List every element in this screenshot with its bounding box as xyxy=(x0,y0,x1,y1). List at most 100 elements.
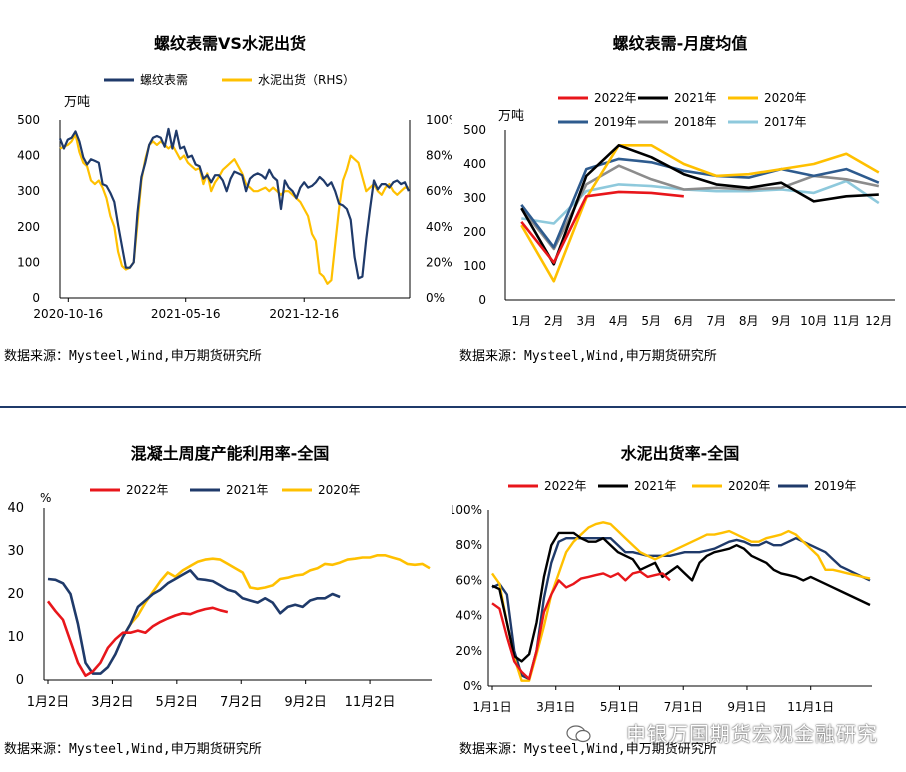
chart2-ytick: 100 xyxy=(463,259,486,273)
chart2-series-2020年 xyxy=(520,144,880,283)
chart3-xtick: 7月2日 xyxy=(220,695,263,710)
chart1-y2tick: 80% xyxy=(426,149,452,163)
chart4-xtick: 5月1日 xyxy=(600,700,639,714)
chart3-xtick: 5月2日 xyxy=(156,695,199,710)
chart4-legend-0-label: 2022年 xyxy=(544,479,587,493)
chart4-xtick: 11月1日 xyxy=(787,700,834,714)
chart1-y2tick: 0% xyxy=(426,291,445,305)
chart2-xtick: 12月 xyxy=(865,314,892,328)
chart1-legend-1-label: 水泥出货（RHS） xyxy=(258,72,355,87)
chart3-source: 数据来源：Mysteel,Wind,申万期货研究所 xyxy=(4,742,262,757)
chart1-title: 螺纹表需VS水泥出货 xyxy=(154,34,306,53)
chart2-ytick: 400 xyxy=(463,157,486,171)
chart3-ytick: 10 xyxy=(7,630,24,645)
chart1-xtick: 2020-10-16 xyxy=(33,307,103,321)
chart4-series-2022年 xyxy=(491,570,671,681)
chart3-xtick: 1月2日 xyxy=(27,695,70,710)
chart2-legend-0-label: 2022年 xyxy=(594,91,637,105)
chart3-ylabel: % xyxy=(40,491,51,505)
chart3-xtick: 3月2日 xyxy=(91,695,134,710)
chart2-source: 数据来源：Mysteel,Wind,申万期货研究所 xyxy=(459,349,717,364)
chart1-legend-0-label: 螺纹表需 xyxy=(140,73,188,87)
chart2-xtick: 6月 xyxy=(674,314,694,328)
chart1-ytick: 400 xyxy=(17,149,40,163)
chart3-series-2022年 xyxy=(46,600,229,677)
section-divider xyxy=(0,406,906,408)
chart3-legend-0-label: 2022年 xyxy=(126,483,169,497)
chart4-series-2019年 xyxy=(491,537,871,681)
chart2-plot: 2022年 2021年 2020年 2019年 2018年 2017年 万吨 500 400 30… xyxy=(463,91,895,328)
chart2-xtick: 1月 xyxy=(511,314,531,328)
chart4-xtick: 1月1日 xyxy=(472,700,511,714)
chart2-xtick: 10月 xyxy=(800,314,827,328)
chart4-ytick: 40% xyxy=(455,609,482,623)
chart1-y2tick: 60% xyxy=(426,184,452,198)
chart1-ytick: 200 xyxy=(17,220,40,234)
chart2-series-2019年 xyxy=(520,157,880,249)
chart4-xtick: 7月1日 xyxy=(664,700,703,714)
chart2-ytick: 0 xyxy=(478,293,486,307)
watermark: 申银万国期货宏观金融研究 xyxy=(626,722,878,746)
chart2-legend-5-label: 2017年 xyxy=(764,115,807,129)
chart2-series-2022年 xyxy=(520,190,684,264)
chart4-series-2021年 xyxy=(491,531,871,663)
chart1-ytick: 0 xyxy=(32,291,40,305)
chart3-ytick: 20 xyxy=(7,587,24,602)
chart3-series-2021年 xyxy=(47,569,341,675)
chart1-xtick: 2021-05-16 xyxy=(151,307,221,321)
chart3-xtick: 9月2日 xyxy=(284,695,327,710)
chart1-xtick: 2021-12-16 xyxy=(269,307,339,321)
chart2-xtick: 11月 xyxy=(833,314,860,328)
chart2-ylabel: 万吨 xyxy=(498,109,524,124)
chart2-series-2018年 xyxy=(520,164,880,251)
chart2-xtick: 7月 xyxy=(706,314,726,328)
chart2-legend-2-label: 2020年 xyxy=(764,91,807,105)
chart4-xtick: 3月1日 xyxy=(536,700,575,714)
chart4-legend-2-label: 2020年 xyxy=(728,479,771,493)
chart2-legend-4-label: 2018年 xyxy=(674,115,717,129)
chart1-plot: 螺纹表需 水泥出货（RHS） 万吨 500 400 300 200 100 0 100% 80% 60… xyxy=(17,72,452,321)
chart4-legend-1-label: 2021年 xyxy=(634,479,677,493)
chart1-y2tick: 100% xyxy=(426,113,452,127)
chart2-series-2021年 xyxy=(520,144,879,266)
chart4-legend-3-label: 2019年 xyxy=(814,479,857,493)
chart2-xtick: 5月 xyxy=(641,314,661,328)
chart4-ytick: 0% xyxy=(463,679,482,693)
chart3-legend-2-label: 2020年 xyxy=(318,483,361,497)
chart1-series-rebar xyxy=(58,127,410,280)
chart2-xtick: 3月 xyxy=(576,314,596,328)
chart2-title: 螺纹表需-月度均值 xyxy=(612,34,748,53)
chart4-plot: 2022年 2021年 2020年 2019年 100% 80% 60% 40% 20% 0% 1月… xyxy=(452,479,872,714)
chart3-ytick: 30 xyxy=(7,544,24,559)
chart4-ytick: 100% xyxy=(452,503,482,517)
chart4-title: 水泥出货率-全国 xyxy=(620,444,740,463)
chart4-ytick: 20% xyxy=(455,644,482,658)
chart2-legend-3-label: 2019年 xyxy=(594,115,637,129)
chart1-source: 数据来源：Mysteel,Wind,申万期货研究所 xyxy=(4,349,262,364)
chart4-ytick: 60% xyxy=(455,573,482,587)
chart2-xtick: 2月 xyxy=(544,314,564,328)
chart4-ytick: 80% xyxy=(455,538,482,552)
chart3-ytick: 0 xyxy=(16,673,24,688)
chart1-series-cement xyxy=(59,133,409,285)
chart4-source: 数据来源：Mysteel,Wind,申万期货研究所 xyxy=(459,742,717,757)
chart2-xtick: 4月 xyxy=(609,314,629,328)
chart1-y2tick: 20% xyxy=(426,255,452,269)
chart2-xtick: 8月 xyxy=(739,314,759,328)
chart2-ytick: 500 xyxy=(463,123,486,137)
chart3-legend-1-label: 2021年 xyxy=(226,483,269,497)
chart3-series-2020年 xyxy=(121,554,431,638)
chart4-series-2020年 xyxy=(491,521,871,682)
chart3-xtick: 11月2日 xyxy=(345,695,396,710)
chart2-ytick: 300 xyxy=(463,191,486,205)
chart2-legend-1-label: 2021年 xyxy=(674,91,717,105)
chart2-ytick: 200 xyxy=(463,225,486,239)
chart2-xtick: 9月 xyxy=(771,314,791,328)
chart4-xtick: 9月1日 xyxy=(727,700,766,714)
chart3-title: 混凝土周度产能利用率-全国 xyxy=(130,444,330,463)
chart1-ytick: 500 xyxy=(17,113,40,127)
chart1-ylabel: 万吨 xyxy=(64,95,90,110)
chart1-y2tick: 40% xyxy=(426,220,452,234)
chart1-ytick: 300 xyxy=(17,184,40,198)
